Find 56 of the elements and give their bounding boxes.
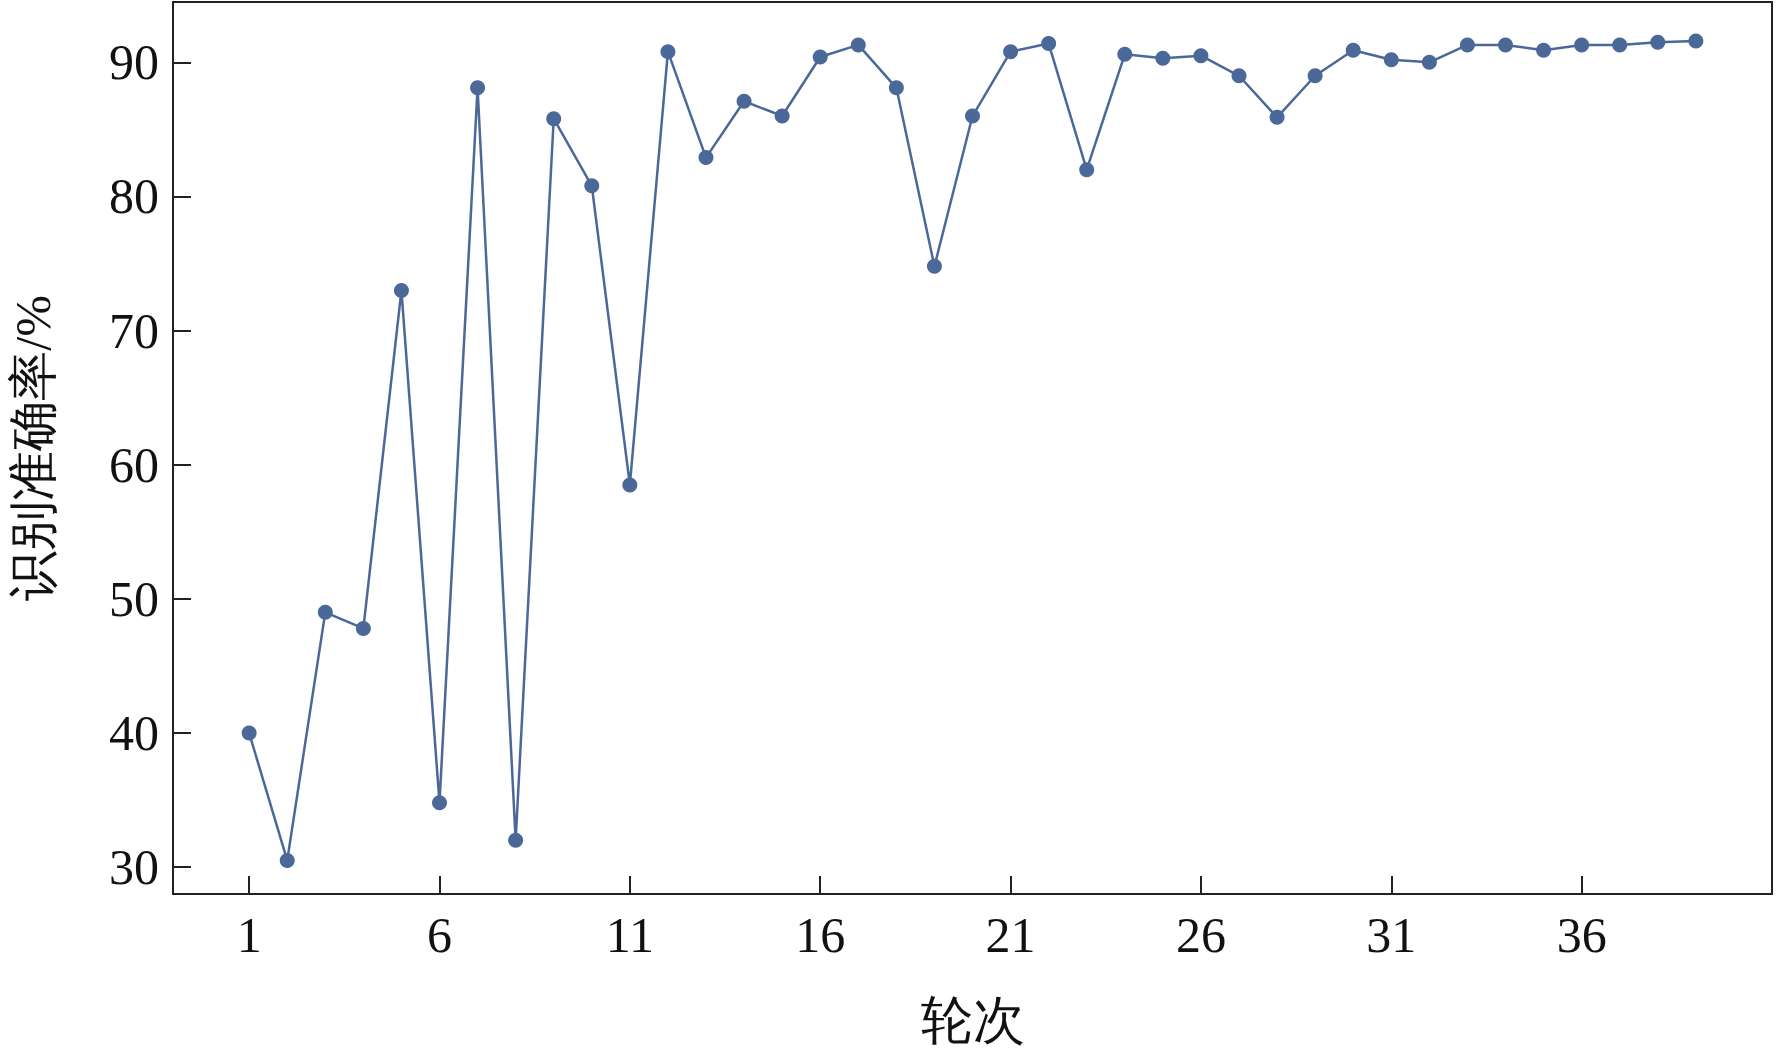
point [317,604,333,620]
x-axis-title: 轮次 [920,991,1025,1049]
point [1079,162,1095,178]
point [1421,54,1437,70]
point [1383,52,1399,68]
x-tick-label: 11 [605,907,654,963]
x-tick-label: 36 [1556,907,1607,963]
point [698,150,714,166]
point [1498,37,1513,53]
y-tick-label: 40 [109,705,159,762]
point [1650,34,1666,50]
point [1193,48,1209,64]
x-tick-label: 21 [985,907,1036,963]
y-axis-title: 识别准确率/% [5,295,61,601]
point [1459,37,1475,53]
point [432,795,447,811]
point [1231,68,1247,84]
point [470,80,486,96]
y-tick-label: 80 [109,168,159,225]
x-tick-label: 6 [427,907,452,963]
y-tick-label: 60 [109,436,159,493]
x-tick-label: 1 [236,907,262,963]
point [1041,36,1057,52]
point [546,111,562,127]
point [393,282,409,298]
y-tick-label: 90 [109,34,159,91]
x-tick-label: 26 [1175,907,1226,963]
point [850,37,866,53]
point [1536,42,1552,58]
point [1155,50,1171,66]
point [1574,37,1590,53]
point [1307,68,1323,84]
point [1269,109,1285,125]
point [965,108,980,124]
y-tick-label: 30 [109,839,159,896]
point [584,178,600,194]
point [355,620,371,636]
point [1345,42,1361,58]
point [736,93,752,109]
point [812,49,828,65]
point [660,44,676,60]
point [926,258,942,274]
point [622,477,638,493]
x-tick-label: 31 [1366,907,1417,963]
point [241,725,257,741]
point [774,108,790,124]
point [279,852,295,868]
point [1117,46,1133,62]
x-tick-label: 16 [795,907,846,963]
point [1612,37,1628,53]
y-tick-label: 70 [109,302,159,359]
point [888,80,904,96]
point [508,832,524,848]
point [1688,33,1704,49]
point [1003,44,1019,60]
y-tick-label: 50 [109,570,159,627]
